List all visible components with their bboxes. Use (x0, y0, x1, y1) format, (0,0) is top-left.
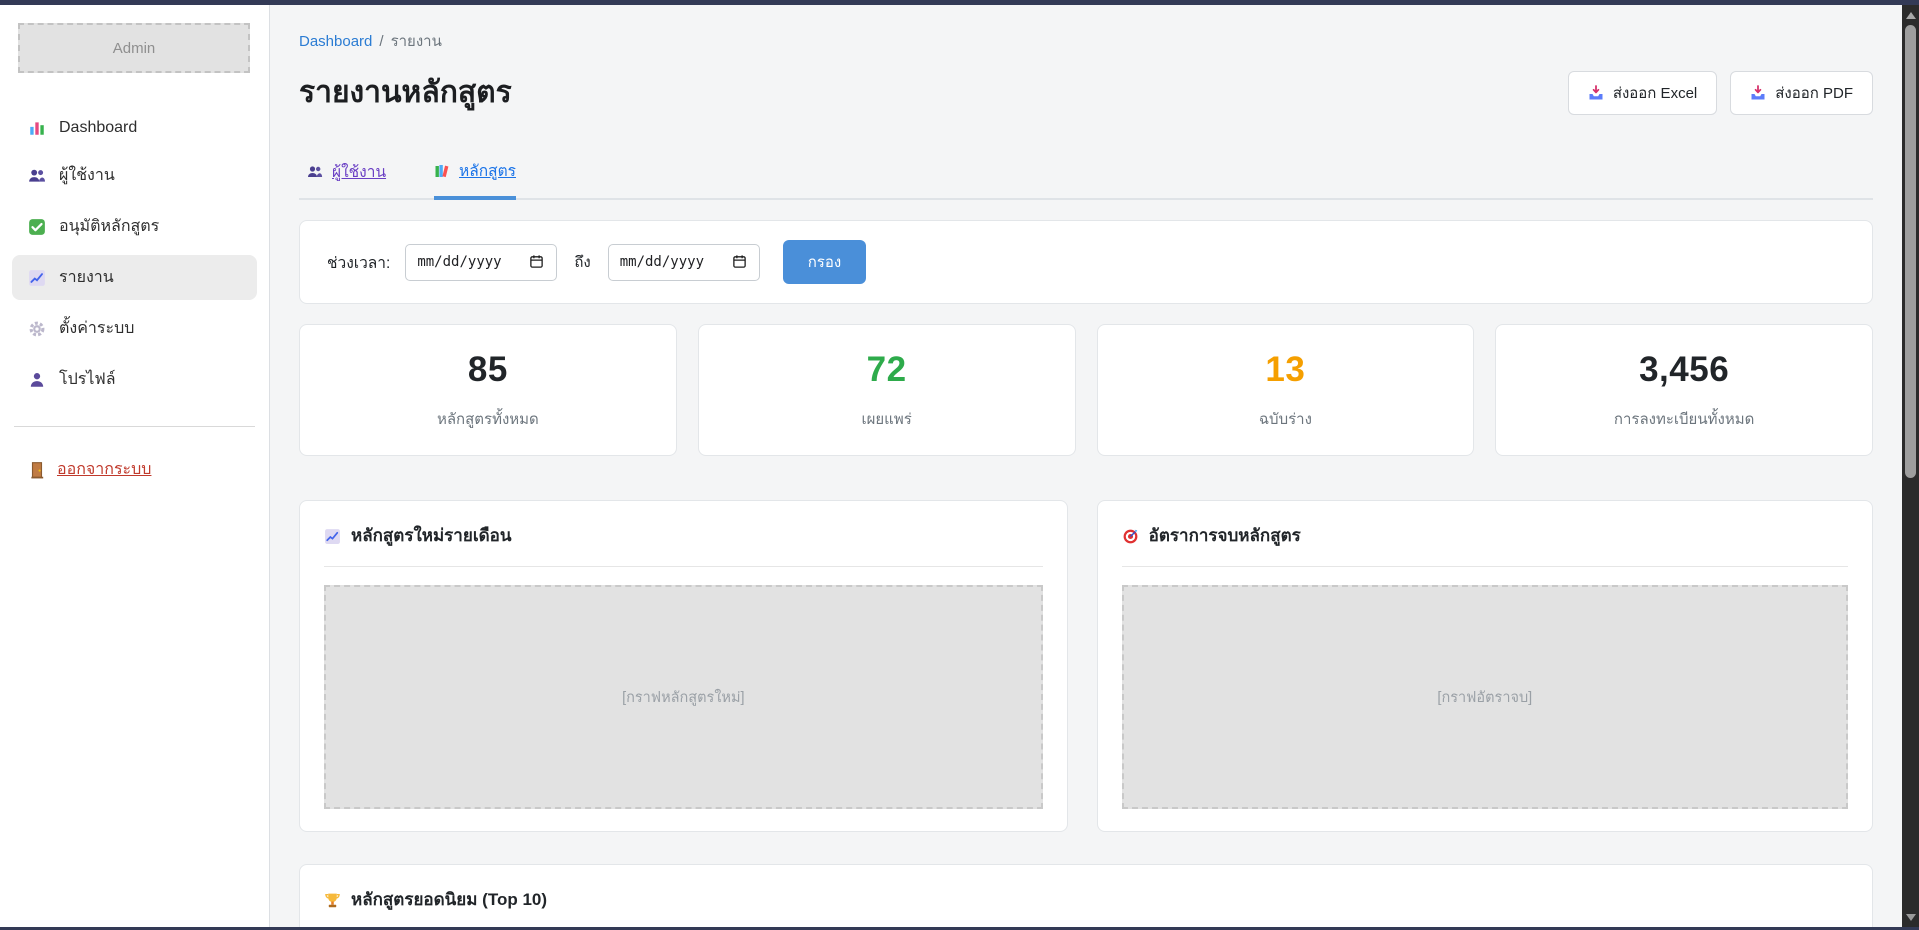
filter-to-word: ถึง (574, 254, 591, 271)
export-buttons: ส่งออก Excel ส่งออก PDF (1567, 70, 1873, 115)
date-to-value: mm/dd/yyyy (619, 254, 705, 270)
sidebar-item-settings[interactable]: ตั้งค่าระบบ (12, 306, 257, 351)
users-icon (28, 167, 46, 185)
completion-rate-chart-placeholder: [กราฟอัตราจบ] (1121, 585, 1848, 809)
date-from-input[interactable]: mm/dd/yyyy (405, 243, 558, 281)
stat-value: 72 (866, 349, 907, 389)
tab-users[interactable]: ผู้ใช้งาน (307, 158, 386, 198)
sidebar-item-label: ผู้ใช้งาน (59, 167, 115, 184)
scroll-down-button[interactable] (1902, 909, 1919, 925)
breadcrumb-separator: / (379, 33, 384, 50)
breadcrumb: Dashboard / รายงาน (299, 29, 1873, 53)
page-title: รายงานหลักสูตร (299, 76, 512, 109)
export-excel-label: ส่งออก Excel (1612, 84, 1698, 102)
check-icon (28, 218, 46, 236)
stat-cards: 85 หลักสูตรทั้งหมด 72 เผยแพร่ 13 ฉบับร่า… (299, 324, 1873, 456)
chart-card-completion-rate: อัตราการจบหลักสูตร [กราฟอัตราจบ] (1096, 500, 1873, 832)
date-filter-bar: ช่วงเวลา: mm/dd/yyyy ถึง mm/dd/yyyy กรอง (299, 220, 1873, 304)
filter-button[interactable]: กรอง (782, 240, 867, 284)
stat-value: 13 (1265, 349, 1306, 389)
bar-chart-icon (28, 119, 46, 137)
export-excel-button[interactable]: ส่งออก Excel (1567, 70, 1718, 115)
date-from-value: mm/dd/yyyy (417, 254, 502, 270)
arrow-up-icon (1905, 11, 1916, 19)
sidebar-divider (14, 426, 255, 427)
sidebar-item-label: ตั้งค่าระบบ (59, 320, 135, 337)
breadcrumb-current: รายงาน (390, 33, 442, 50)
chart-card-title: อัตราการจบหลักสูตร (1122, 522, 1848, 549)
users-icon (307, 164, 323, 180)
chart-card-title: หลักสูตรใหม่รายเดือน (324, 522, 1043, 549)
stat-card-published: 72 เผยแพร่ (697, 324, 1076, 456)
chart-title-text: หลักสูตรใหม่รายเดือน (351, 526, 512, 545)
placeholder-text: [กราฟอัตราจบ] (1437, 689, 1533, 706)
export-pdf-button[interactable]: ส่งออก PDF (1730, 70, 1873, 115)
sidebar-item-profile[interactable]: โปรไฟล์ (12, 357, 257, 402)
window-bottom-strip (0, 927, 1919, 930)
sidebar-item-label: โปรไฟล์ (59, 371, 116, 388)
stat-label: หลักสูตรทั้งหมด (436, 410, 539, 428)
tab-courses-label: หลักสูตร (459, 163, 516, 180)
page-header: รายงานหลักสูตร ส่งออก Excel ส่งออก PDF (299, 69, 1873, 116)
logout-label: ออกจากระบบ (57, 461, 152, 478)
report-tabs: ผู้ใช้งาน หลักสูตร (299, 158, 1873, 200)
stat-label: ฉบับร่าง (1258, 410, 1312, 428)
admin-logo-text: Admin (112, 39, 156, 57)
placeholder-text: [กราฟหลักสูตรใหม่] (622, 689, 745, 706)
sidebar-item-label: อนุมัติหลักสูตร (59, 218, 160, 235)
stat-card-total-courses: 85 หลักสูตรทั้งหมด (299, 324, 677, 456)
chart-cards: หลักสูตรใหม่รายเดือน [กราฟหลักสูตรใหม่] … (299, 500, 1873, 832)
sidebar-item-label: Dashboard (59, 119, 138, 136)
vertical-scrollbar[interactable] (1902, 5, 1919, 930)
card-divider (324, 566, 1043, 567)
stat-label: การลงทะเบียนทั้งหมด (1613, 410, 1755, 428)
sidebar-item-dashboard[interactable]: Dashboard (12, 109, 257, 147)
gear-icon (28, 320, 46, 338)
sidebar-nav: Dashboard ผู้ใช้งาน อนุมัติหลักสูตร รายง… (0, 109, 269, 402)
sidebar: Admin Dashboard ผู้ใช้งาน อนุมัติหลักสูต… (0, 5, 270, 930)
chart-title-text: อัตราการจบหลักสูตร (1148, 526, 1301, 545)
scrollbar-thumb[interactable] (1905, 25, 1916, 478)
chart-up-icon (324, 528, 340, 544)
main-content: Dashboard / รายงาน รายงานหลักสูตร ส่งออก E… (270, 5, 1902, 930)
download-icon (1750, 84, 1766, 101)
books-icon (434, 163, 450, 179)
stat-card-drafts: 13 ฉบับร่าง (1096, 324, 1475, 456)
user-icon (28, 371, 46, 389)
arrow-down-icon (1905, 913, 1916, 921)
stat-card-total-enrollments: 3,456 การลงทะเบียนทั้งหมด (1495, 324, 1873, 456)
calendar-icon[interactable] (732, 254, 748, 270)
sidebar-item-label: รายงาน (59, 269, 114, 286)
tab-users-label: ผู้ใช้งาน (332, 164, 387, 181)
tab-courses[interactable]: หลักสูตร (434, 158, 516, 200)
filter-label: ช่วงเวลา: (327, 254, 391, 272)
door-icon (28, 461, 46, 479)
export-pdf-label: ส่งออก PDF (1775, 84, 1853, 102)
stat-label: เผยแพร่ (861, 410, 912, 428)
sidebar-item-approve-courses[interactable]: อนุมัติหลักสูตร (12, 204, 257, 249)
logout-link[interactable]: ออกจากระบบ (0, 449, 269, 490)
admin-logo-placeholder: Admin (18, 23, 250, 73)
new-courses-chart-placeholder: [กราฟหลักสูตรใหม่] (324, 585, 1043, 809)
chart-up-icon (28, 269, 46, 287)
download-icon (1588, 84, 1604, 101)
card-divider (1121, 566, 1848, 567)
target-icon (1122, 528, 1138, 544)
top-courses-title-text: หลักสูตรยอดนิยม (Top 10) (351, 890, 548, 909)
trophy-icon (324, 892, 340, 908)
scroll-up-button[interactable] (1902, 7, 1919, 23)
stat-value: 3,456 (1639, 349, 1730, 389)
sidebar-item-users[interactable]: ผู้ใช้งาน (12, 153, 257, 198)
sidebar-item-reports[interactable]: รายงาน (12, 255, 257, 300)
date-to-input[interactable]: mm/dd/yyyy (607, 243, 760, 281)
breadcrumb-dashboard-link[interactable]: Dashboard (299, 33, 373, 50)
stat-value: 85 (467, 349, 508, 389)
chart-card-new-courses: หลักสูตรใหม่รายเดือน [กราฟหลักสูตรใหม่] (299, 500, 1068, 832)
top-courses-title: หลักสูตรยอดนิยม (Top 10) (324, 886, 1848, 913)
top-courses-card: หลักสูตรยอดนิยม (Top 10) (299, 864, 1873, 930)
calendar-icon[interactable] (529, 254, 545, 270)
window-top-strip (0, 0, 1919, 5)
